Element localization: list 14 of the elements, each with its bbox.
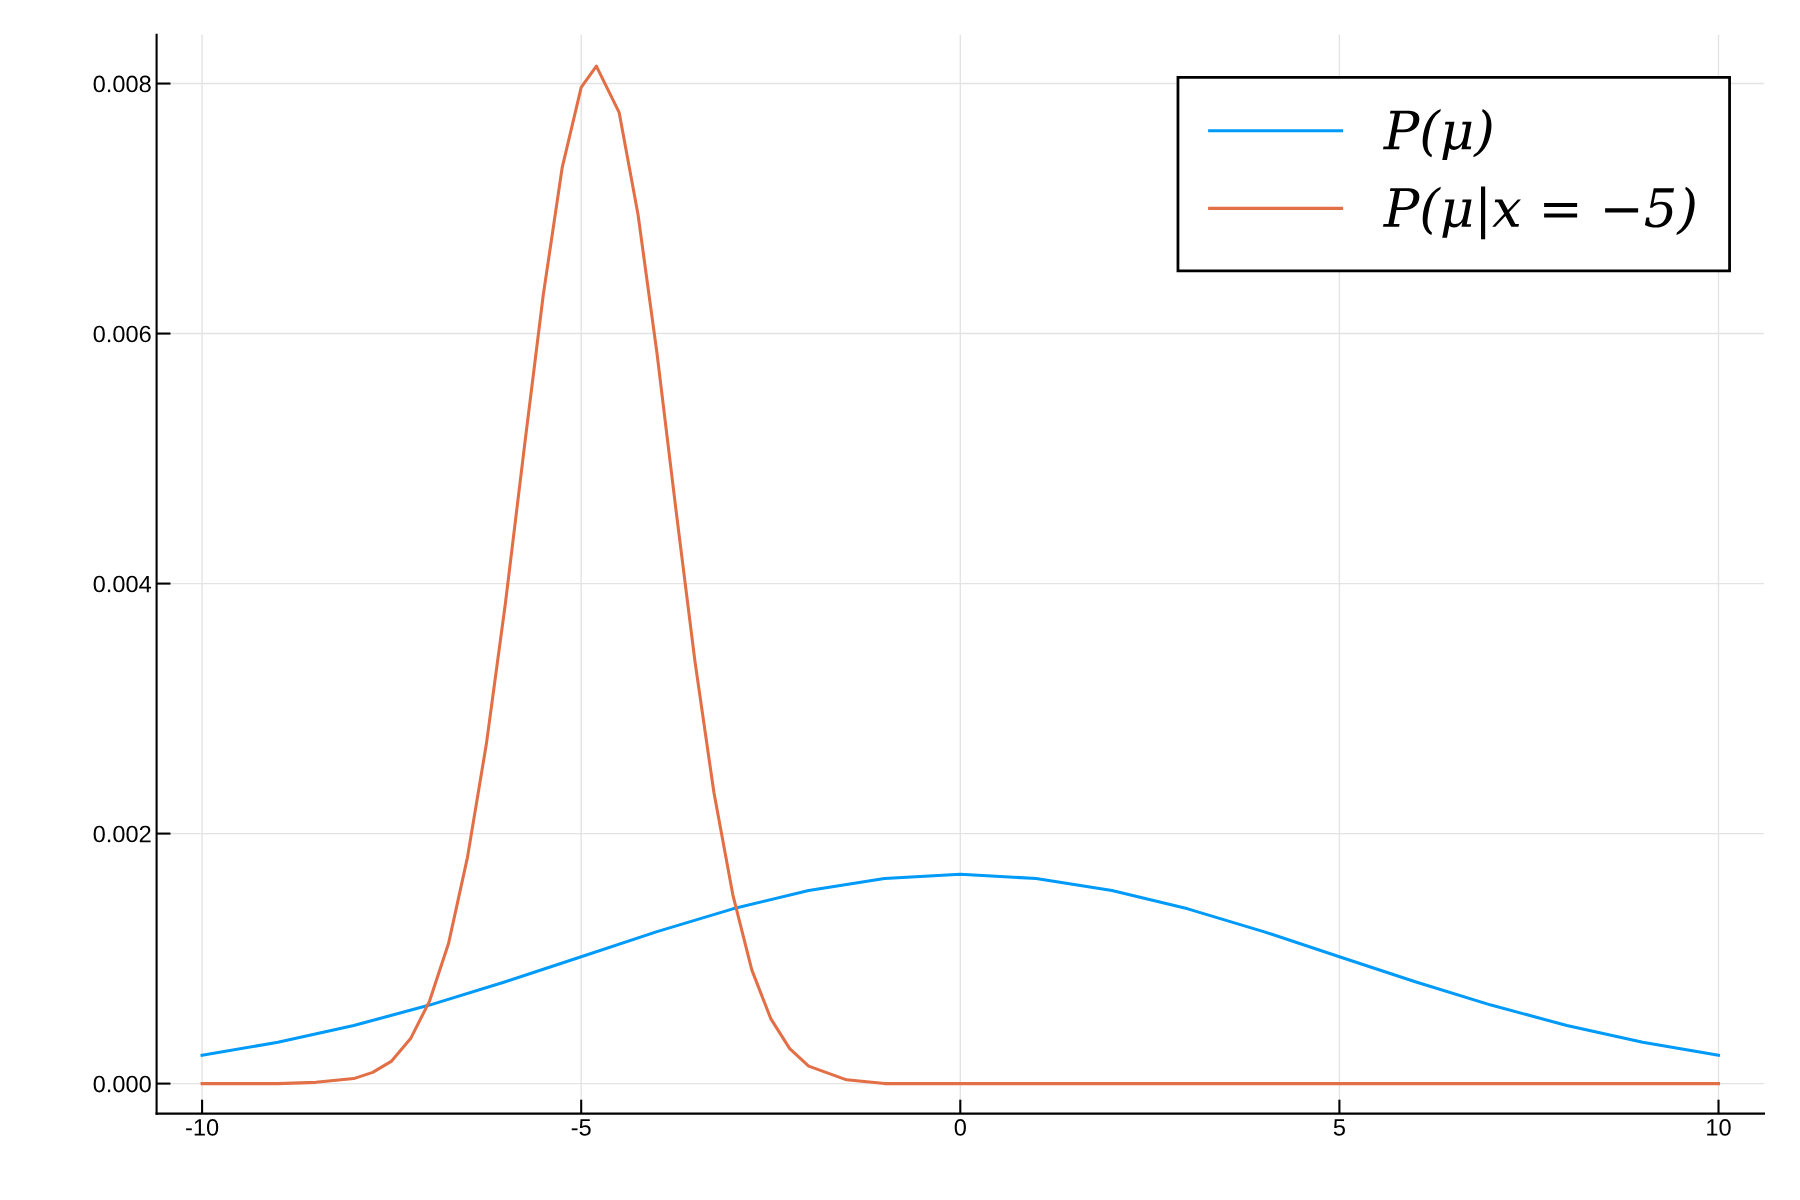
- x-tick-label: 0: [954, 1119, 966, 1136]
- y-tick-label: 0.002: [93, 825, 151, 843]
- y-tick-label: 0.006: [93, 325, 151, 343]
- x-tick-label: 5: [1333, 1119, 1345, 1136]
- y-tick-label: 0.004: [93, 575, 152, 593]
- legend-label: P(μ): [1383, 109, 1492, 161]
- y-tick-label: 0.008: [93, 75, 151, 93]
- x-tick-label: -10: [186, 1119, 219, 1136]
- legend-label: P(μ|x = −5): [1383, 186, 1695, 240]
- line-series: [200, 64, 1721, 1086]
- line-series: [200, 872, 1721, 1057]
- x-tick-label: 10: [1707, 1119, 1731, 1136]
- y-tick-label: 0.000: [93, 1075, 151, 1093]
- x-tick-label: -5: [571, 1119, 591, 1136]
